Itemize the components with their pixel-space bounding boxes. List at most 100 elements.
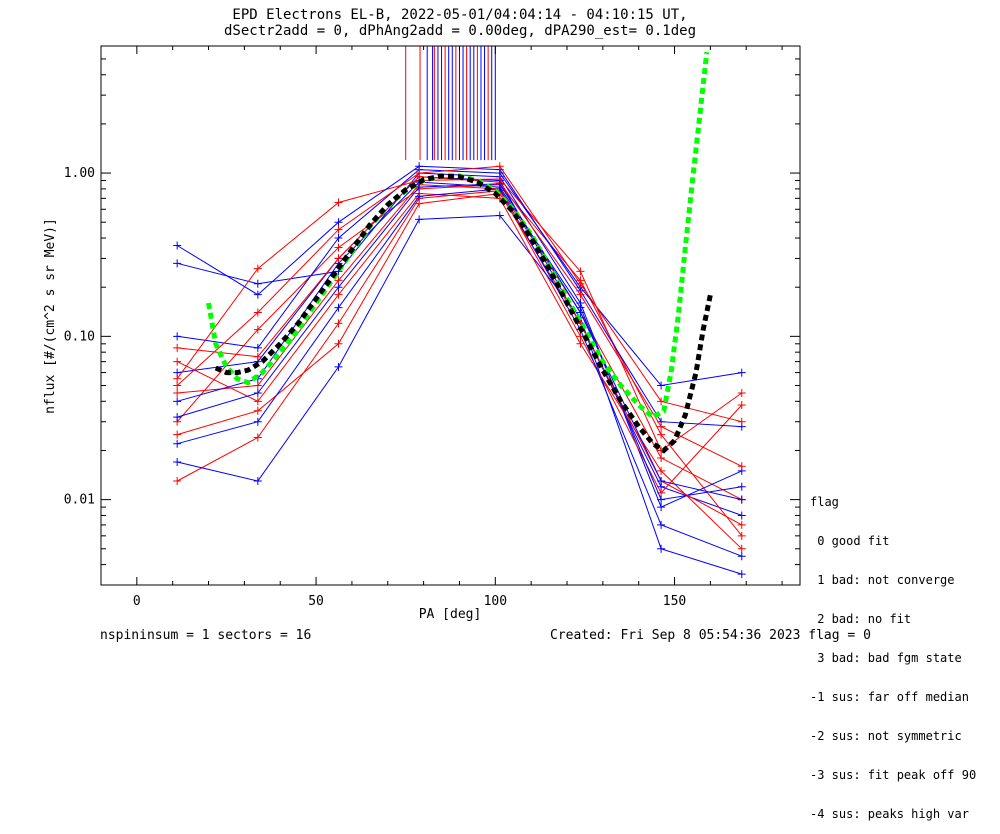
data-point [657,422,666,431]
data-point [737,520,746,529]
y-axis-label: nflux [#/(cm^2 s sr MeV)] [43,218,58,414]
series-line [177,192,743,526]
data-point [334,283,343,292]
series-line [177,214,742,575]
data-point [334,234,343,243]
x-axis-label: PA [deg] [419,607,482,622]
legend-item: -2 sus: not symmetric [810,729,962,743]
data-point [334,339,343,348]
x-tick-label: 150 [663,594,686,609]
data-point [334,254,343,263]
data-point [253,381,262,390]
legend-item: 2 bad: no fit [810,612,912,626]
data-point [173,381,182,390]
data-point [334,276,343,285]
data-point [173,343,182,352]
data-point [737,552,746,561]
series-line [176,165,742,428]
data-point [415,162,424,171]
data-point [737,570,746,579]
data-point [737,462,746,471]
data-point [334,362,343,371]
legend-item: -1 sus: far off median [810,690,969,704]
plot-frame [100,45,801,586]
legend-item: 3 bad: bad fgm state [810,651,962,665]
data-point [737,368,746,377]
x-tick-label: 100 [484,594,507,609]
data-point [334,290,343,299]
series-line [176,165,742,423]
data-point [657,466,666,475]
data-point [657,430,666,439]
fit-curve [214,173,713,454]
data-point [173,430,182,439]
data-point [737,482,746,491]
data-point [173,374,182,383]
data-point [576,267,585,276]
data-point [173,397,182,406]
flag-legend: flag 0 good fit 1 bad: not converge 2 ba… [810,470,976,834]
data-point [415,192,424,201]
data-point [173,457,182,466]
y-tick-label: 0.10 [64,329,95,344]
data-point [253,388,262,397]
pitch-angle-chart: 0 50 100 150 0.01 0.10 1.00 PA [deg] nflux [#/… [43,45,801,622]
data-point [253,343,262,352]
data-point [253,290,262,299]
x-tick-label: 0 [133,594,141,609]
data-point [495,162,504,171]
data-point [495,211,504,220]
data-point [253,477,262,486]
series-line [177,181,742,501]
data-point [495,179,504,188]
data-point [657,544,666,553]
data-point [657,453,666,462]
data-point [737,388,746,397]
data-point [576,308,585,317]
chart-title: EPD Electrons EL-B, 2022-05-01/04:04:14 … [232,7,688,23]
data-point [253,325,262,334]
y-tick-label: 0.01 [64,493,95,508]
data-point [253,433,262,442]
legend-item: -3 sus: fit peak off 90 [810,768,977,782]
data-point [253,397,262,406]
data-point [737,511,746,520]
data-point [657,503,666,512]
series-line [176,192,743,550]
series-line [176,184,743,537]
chart-subtitle: dSectr2add = 0, dPhAng2add = 0.00deg, dP… [223,23,696,39]
legend-title: flag [810,495,839,509]
x-tick-label: 50 [308,594,324,609]
y-tick-label: 1.00 [64,166,95,181]
data-point [657,477,666,486]
series-line [177,172,743,508]
data-point [657,495,666,504]
series-line [177,169,742,387]
footer-spin-info: nspininsum = 1 sectors = 16 [100,628,312,643]
data-point [576,339,585,348]
data-point [657,520,666,529]
data-point [253,264,262,273]
data-point [334,243,343,252]
data-point [173,259,182,268]
data-point [334,303,343,312]
legend-item: -4 sus: peaks high var [810,807,969,821]
series-line [177,183,742,501]
series-line [177,188,742,557]
data-point [253,417,262,426]
data-point [334,198,343,207]
data-point [657,381,666,390]
data-point [173,439,182,448]
data-point [334,218,343,227]
footer-created-info: Created: Fri Sep 8 05:54:36 2023 flag = … [550,628,871,643]
legend-item: 1 bad: not converge [810,573,955,587]
data-point [415,215,424,224]
data-point [173,332,182,341]
data-point [737,531,746,540]
data-point [253,406,262,415]
data-point [737,417,746,426]
data-point [415,199,424,208]
data-point [173,241,182,250]
series-line [177,176,743,467]
data-point [173,477,182,486]
